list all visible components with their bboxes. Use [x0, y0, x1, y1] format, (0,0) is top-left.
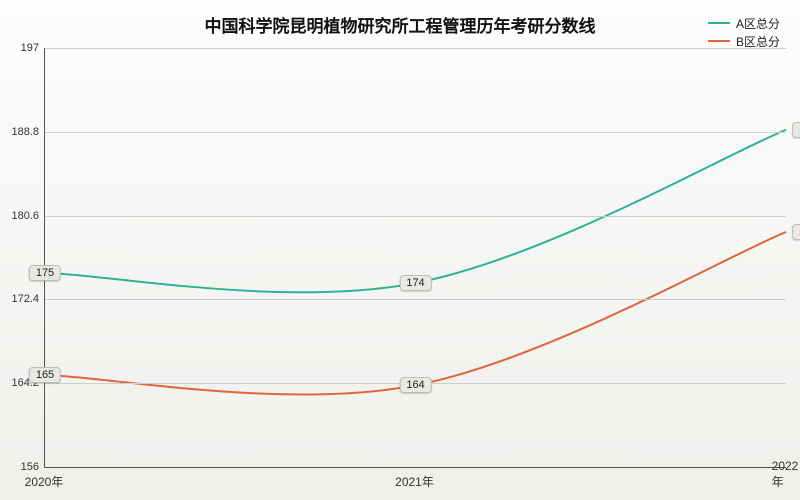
x-tick-label: 2020年 — [25, 473, 64, 490]
line-layer — [45, 48, 786, 467]
plot-area: 156164.2172.4180.6188.819717517418916516… — [44, 48, 786, 468]
data-point-label: 165 — [29, 367, 61, 383]
legend-swatch-a — [708, 22, 730, 24]
series-line — [45, 232, 786, 395]
chart-container: 中国科学院昆明植物研究所工程管理历年考研分数线 A区总分 B区总分 156164… — [0, 0, 800, 500]
data-point-label: 179 — [792, 224, 800, 240]
y-gridline — [45, 48, 786, 49]
y-tick-label: 188.8 — [5, 126, 39, 138]
y-tick-label: 180.6 — [5, 210, 39, 222]
legend-label-a: A区总分 — [736, 15, 780, 32]
legend-item-a: A区总分 — [708, 14, 780, 32]
data-point-label: 189 — [792, 122, 800, 138]
y-gridline — [45, 216, 786, 217]
data-point-label: 175 — [29, 265, 61, 281]
chart-title: 中国科学院昆明植物研究所工程管理历年考研分数线 — [0, 12, 800, 37]
data-point-label: 164 — [399, 377, 431, 393]
data-point-label: 174 — [399, 275, 431, 291]
legend-swatch-b — [708, 40, 730, 42]
series-line — [45, 130, 786, 293]
legend: A区总分 B区总分 — [708, 14, 780, 50]
y-gridline — [45, 299, 786, 300]
y-tick-label: 172.4 — [5, 293, 39, 305]
x-tick-label: 2022年 — [772, 459, 799, 490]
y-tick-label: 197 — [5, 42, 39, 54]
x-tick-label: 2021年 — [395, 473, 434, 490]
y-tick-label: 156 — [5, 461, 39, 473]
legend-label-b: B区总分 — [736, 33, 780, 50]
y-gridline — [45, 132, 786, 133]
